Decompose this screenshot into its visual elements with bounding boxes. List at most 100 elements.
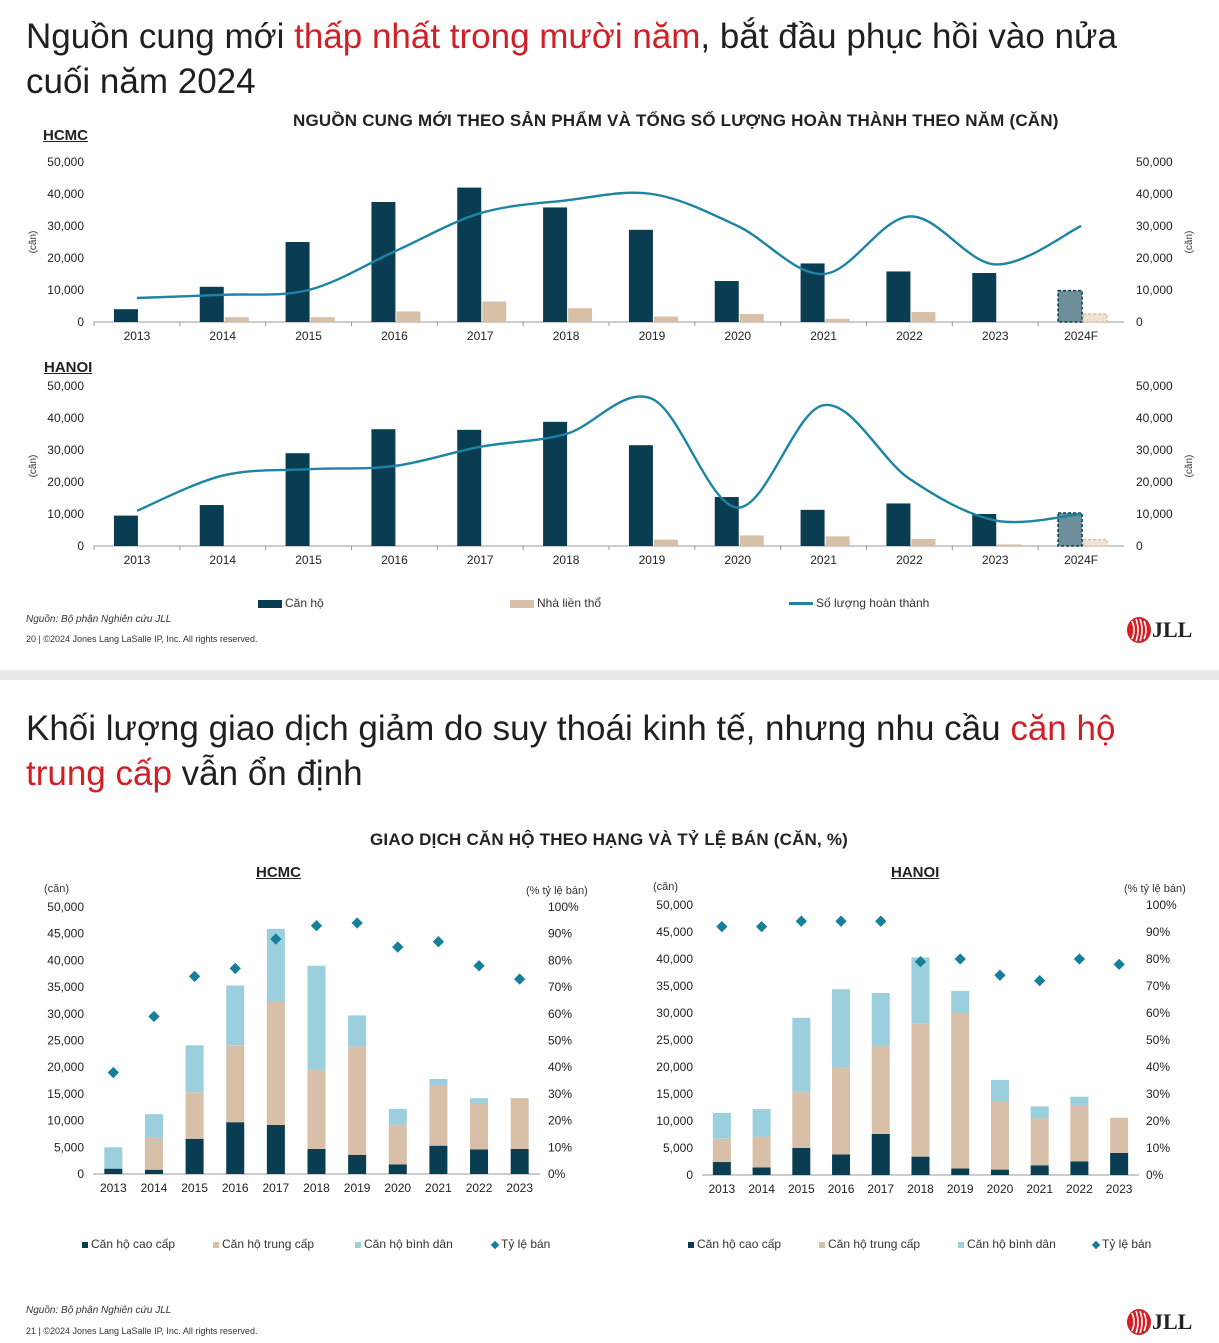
legend-label: Căn hộ bình dân [967,1237,1056,1251]
x-tick-label: 2019 [947,1182,974,1196]
footer: 20 | ©2024 Jones Lang LaSalle IP, Inc. A… [26,634,258,644]
bar-segment-high-end [185,1138,204,1174]
x-tick-label: 2017 [467,553,494,567]
y-tick-label: 50,000 [47,379,84,393]
legend-item: Tỷ lệ bán [490,1237,550,1251]
bar-segment-mid-end [185,1092,204,1139]
bar-apartment [800,509,825,546]
bar-landed-house [482,301,507,322]
y-tick-label-right: 10% [548,1140,572,1154]
bar-segment-affordable [470,1098,489,1103]
y-tick-label: 30,000 [47,219,84,233]
legend-item: Căn hộ bình dân [958,1237,1056,1251]
point-sale-rate [835,915,847,927]
x-tick-label: 2018 [553,329,580,343]
y-tick-label: 25,000 [656,1033,693,1047]
bar-segment-high-end [388,1164,407,1174]
y-tick-label: 25,000 [47,1034,84,1048]
bar-segment-mid-end [470,1102,489,1150]
bar-landed-house [997,544,1022,546]
bar-segment-high-end [307,1148,326,1174]
y-tick-label: 50,000 [47,900,84,914]
y-axis-label: (căn) [28,455,39,478]
legend-item: Căn hộ cao cấp [82,1237,175,1251]
bar-segment-mid-end [144,1137,163,1170]
x-tick-label: 2017 [263,1181,290,1195]
bar-apartment [886,503,911,546]
y-tick-label-right: 20,000 [1136,475,1173,489]
legend-swatch [355,1241,361,1248]
point-sale-rate [229,962,241,975]
y-tick-label-right: 60% [1146,1006,1170,1020]
bar-apartment [285,453,310,546]
bar-apartment [113,309,138,322]
bar-segment-high-end [510,1148,529,1174]
bar-segment-affordable [1070,1096,1089,1106]
legend-item: Số lượng hoàn thành [789,596,929,610]
bar-apartment [886,271,911,322]
point-sale-rate [1073,953,1086,965]
bar-segment-high-end [990,1169,1009,1175]
point-sale-rate [875,915,887,927]
point-sale-rate [432,936,445,948]
y-tick-label: 35,000 [656,979,693,993]
x-tick-label: 2013 [124,553,151,567]
x-tick-label: 2019 [344,1181,371,1195]
y-tick-label-right: 20% [548,1114,572,1128]
bar-segment-mid-end [871,1045,890,1134]
x-tick-label: 2020 [724,329,751,343]
y-tick-label: 0 [77,1167,84,1181]
x-tick-label: 2022 [466,1181,493,1195]
bar-segment-high-end [792,1148,811,1175]
bar-segment-affordable [144,1114,163,1138]
bar-segment-high-end [1030,1165,1049,1175]
y-axis-label-right: (% tỷ lệ bán) [526,885,588,897]
legend-item: Căn hộ cao cấp [688,1237,781,1251]
y-tick-label-right: 50% [1146,1033,1170,1047]
bar-apartment [543,421,568,546]
legend-swatch [510,599,534,608]
y-axis-label-right: (căn) [1184,455,1195,478]
point-sale-rate [188,970,201,983]
x-tick-label: 2016 [222,1181,249,1195]
headline-text-end: vẫn ổn định [171,754,363,793]
legend-label: Tỷ lệ bán [1102,1237,1152,1251]
y-tick-label: 15,000 [656,1087,693,1101]
y-tick-label-right: 50,000 [1136,155,1173,169]
bar-segment-high-end [1070,1161,1089,1175]
legend-label: Căn hộ trung cấp [222,1237,315,1251]
y-tick-label: 20,000 [656,1060,693,1074]
bar-landed-house [739,314,764,322]
line-completions [136,191,1082,300]
point-sale-rate [954,953,966,965]
y-axis-label: (căn) [28,231,39,254]
chart-section-label: HANOI [891,864,940,881]
chart-section-label: HCMC [256,864,301,881]
bar-segment-high-end [144,1169,163,1174]
bar-segment-affordable [1030,1106,1049,1119]
bar-segment-high-end [951,1168,970,1175]
x-tick-label: 2023 [982,329,1009,343]
point-sale-rate [148,1010,160,1023]
footer: 21 | ©2024 Jones Lang LaSalle IP, Inc. A… [26,1326,258,1336]
x-tick-label: 2015 [295,329,322,343]
y-tick-label: 20,000 [47,251,84,265]
bar-landed-house [224,317,249,322]
y-tick-label: 20,000 [47,1060,84,1074]
point-sale-rate [107,1066,119,1079]
bar-segment-affordable [226,985,245,1046]
bar-segment-mid-end [1030,1118,1049,1166]
bar-segment-affordable [348,1015,367,1047]
bar-segment-high-end [266,1124,285,1174]
y-tick-label-right: 20% [1146,1114,1170,1128]
bar-landed-house [1082,539,1108,547]
y-tick-label: 40,000 [47,411,84,425]
y-tick-label: 5,000 [54,1140,84,1154]
slide-headline: Khối lượng giao dịch giảm do suy thoái k… [26,706,1176,796]
bar-segment-high-end [226,1122,245,1174]
bar-segment-high-end [712,1162,731,1175]
legend-swatch [213,1241,219,1248]
x-tick-label: 2021 [810,553,837,567]
x-tick-label: 2022 [896,329,923,343]
y-tick-label-right: 30% [1146,1087,1170,1101]
